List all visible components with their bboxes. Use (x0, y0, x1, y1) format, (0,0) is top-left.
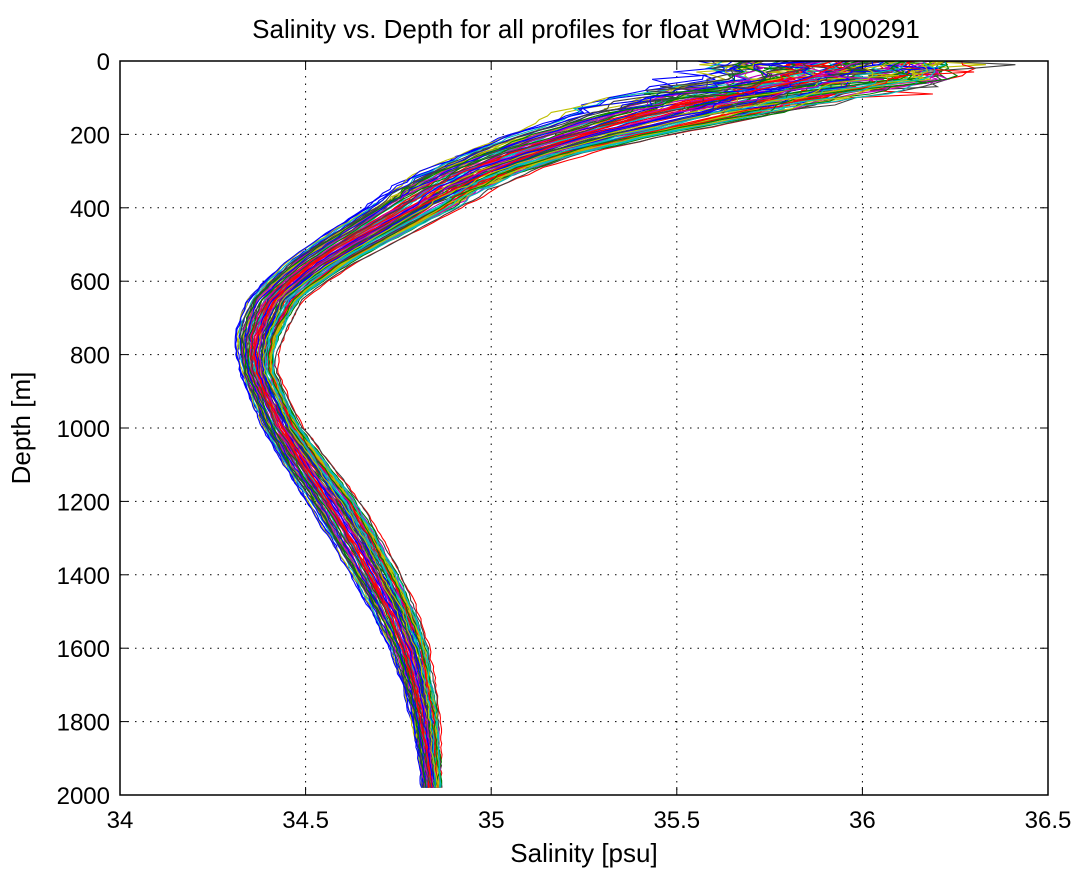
salinity-profile-line (241, 60, 767, 788)
y-tick-label: 2000 (57, 783, 110, 810)
y-tick-label: 200 (70, 122, 110, 149)
x-tick-label: 34 (107, 807, 134, 834)
x-tick-label: 34.5 (282, 807, 329, 834)
y-tick-label: 800 (70, 343, 110, 370)
y-axis-tick-labels: 0 200 400 600 800 1000 1200 1400 1600 1800 2000 (57, 49, 110, 810)
salinity-profile-line (262, 60, 939, 788)
salinity-profile-line (267, 60, 975, 788)
salinity-profile-line (235, 60, 733, 788)
x-tick-label: 36.5 (1025, 807, 1072, 834)
y-tick-label: 600 (70, 269, 110, 296)
salinity-profile-line (250, 60, 805, 788)
salinity-profile-line (240, 60, 754, 788)
profile-lines (234, 60, 1016, 788)
y-tick-label: 0 (97, 49, 110, 76)
salinity-profile-line (262, 60, 899, 788)
y-tick-label: 400 (70, 196, 110, 223)
y-tick-label: 1600 (57, 636, 110, 663)
y-tick-label: 1400 (57, 563, 110, 590)
y-axis-label: Depth [m] (6, 372, 36, 485)
x-tick-label: 35 (478, 807, 505, 834)
salinity-profile-line (247, 60, 800, 788)
salinity-profile-line (274, 60, 1016, 788)
chart-title: Salinity vs. Depth for all profiles for … (252, 14, 920, 44)
axis-ticks (119, 60, 1049, 796)
salinity-profile-line (271, 60, 936, 788)
y-tick-label: 1800 (57, 710, 110, 737)
y-tick-label: 1000 (57, 416, 110, 443)
x-tick-label: 35.5 (653, 807, 700, 834)
salinity-profile-line (250, 60, 812, 788)
representative-profile-line (252, 60, 845, 788)
grid (120, 61, 1048, 795)
x-axis-tick-labels: 34 34.5 35 35.5 36 36.5 (107, 807, 1072, 834)
salinity-profile-line (258, 60, 885, 788)
salinity-profile-line (267, 60, 927, 788)
salinity-profile-line (244, 60, 815, 788)
salinity-profile-line (234, 60, 763, 788)
x-tick-label: 36 (849, 807, 876, 834)
y-tick-label: 1200 (57, 489, 110, 516)
x-axis-label: Salinity [psu] (510, 838, 657, 868)
